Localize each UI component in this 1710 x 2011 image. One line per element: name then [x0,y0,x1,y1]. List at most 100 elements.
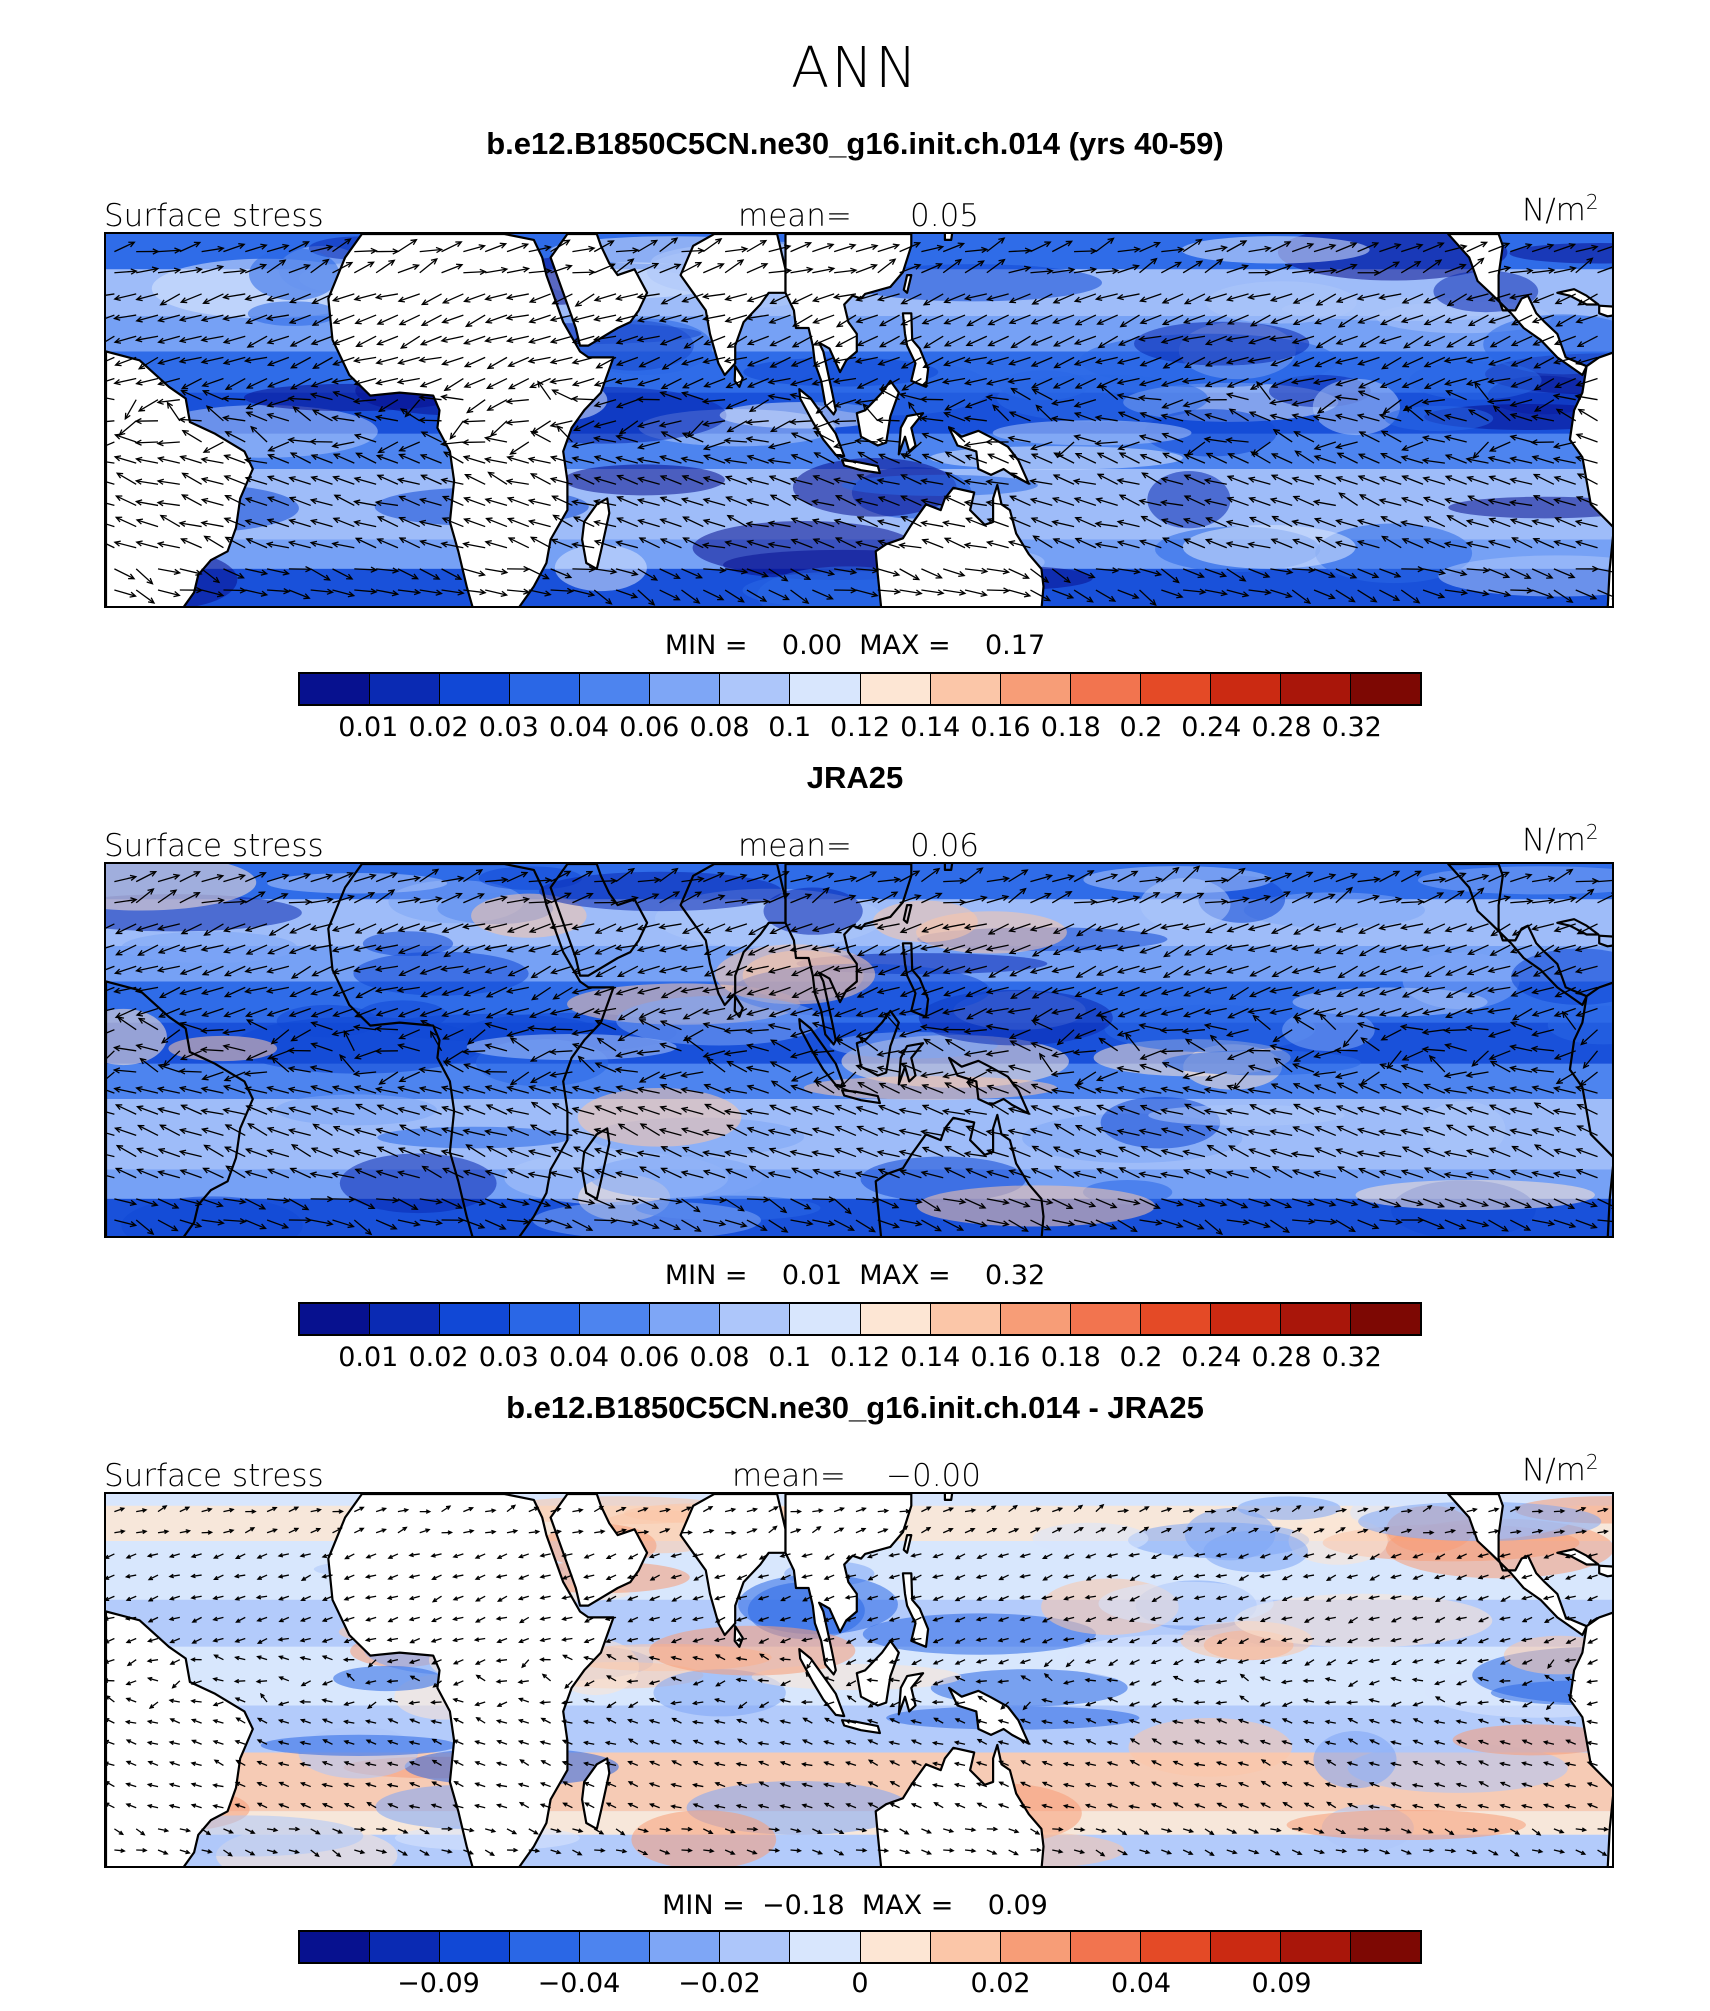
vector-shaft [986,1025,1009,1031]
vector-shaft [790,589,809,604]
vector-head [309,438,317,445]
vector-shaft [1510,413,1533,422]
vector-shaft [1576,520,1598,528]
vector-head [1579,1079,1587,1087]
vector-shaft [355,1050,377,1059]
vector-shaft [204,1144,224,1158]
vector-head [947,425,955,433]
vector-shaft [815,1080,835,1094]
vector-shaft [638,986,660,994]
vector-shaft [574,1146,595,1158]
vector-shaft [704,377,726,388]
vector-head [780,1206,788,1214]
vector-head [986,358,994,365]
vector-shaft [1532,520,1555,528]
vector-head [827,243,835,250]
vector-head [1314,318,1322,325]
vector-shaft [288,589,310,599]
vector-head [246,341,254,348]
vector-head [1096,452,1105,459]
vector-head [139,1057,147,1065]
vector-head [398,516,406,523]
vector-shaft [1183,923,1206,929]
vector-shaft [333,293,355,302]
vector-shaft [1466,1198,1488,1207]
vector-head [1050,1070,1059,1078]
vector-head [1357,1011,1365,1018]
vector-shaft [637,1219,659,1229]
vector-head [1613,570,1614,575]
vector-head [791,298,799,305]
vector-head [441,927,449,934]
vector-head [1174,891,1183,898]
coastline [733,995,744,1018]
vector-shaft [397,568,418,580]
vector-shaft [1510,1219,1531,1231]
vector-shaft [879,944,900,956]
vector-shaft [966,986,988,997]
vector-head [1335,1148,1343,1155]
vector-shaft [1162,433,1184,443]
vector-head [593,315,601,322]
vector-shaft [727,986,748,999]
vector-shaft [943,1110,966,1115]
vector-head [179,1169,187,1176]
vector-head [418,1086,427,1093]
vector-head [266,1010,274,1017]
vector-head [1130,1225,1138,1233]
vector-head [1228,408,1236,415]
vector-shaft [223,416,246,422]
vector-shaft [1422,259,1442,274]
vector-shaft [1534,1144,1555,1158]
vector-head [1204,412,1212,420]
vector-head [222,293,230,300]
vector-shaft [223,1219,246,1223]
vector-shaft [640,1166,660,1179]
vector-head [137,363,146,370]
vector-shaft [1357,1198,1379,1208]
vector-head [288,1106,296,1113]
vector-head [944,1082,952,1089]
vector-shaft [834,568,856,574]
vector-shaft [354,399,377,403]
vector-head [1247,945,1256,953]
vector-shaft [1008,266,1031,274]
vector-shaft [1488,399,1511,403]
vector-shaft [449,420,464,439]
coastline [902,274,913,294]
vector-head [282,569,291,576]
vector-shaft [180,1022,202,1031]
vector-head [1356,294,1364,301]
vector-shaft [246,1007,268,1017]
vector-shaft [485,458,508,464]
vector-shaft [1343,1029,1359,1048]
vector-head [332,318,340,325]
vector-shaft [312,293,333,304]
vector-head [746,454,754,461]
vector-shaft [900,944,922,955]
vector-shaft [420,335,442,346]
vector-head [745,966,754,973]
vector-head [113,1086,121,1093]
vector-shaft [506,399,529,403]
vector-head [1225,295,1234,302]
vector-shaft [1118,1106,1140,1115]
vector-shaft [1424,516,1446,528]
vector-head [1335,380,1343,387]
vector-shaft [1336,1007,1358,1017]
vector-shaft [1577,1104,1598,1115]
field-contour-blob [589,1154,763,1199]
vector-head [171,1225,179,1232]
vector-head [1269,1148,1278,1155]
vector-shaft [921,1130,944,1137]
vector-head [507,1168,515,1174]
vector-shaft [1030,874,1052,883]
vector-head [1481,1200,1490,1208]
vector-head [687,430,694,438]
vector-shaft [355,412,377,422]
vector-head [1313,1052,1321,1059]
vector-shaft [180,1150,202,1158]
vector-head [305,898,313,906]
vector-shaft [116,472,137,485]
vector-head [1459,1223,1467,1230]
